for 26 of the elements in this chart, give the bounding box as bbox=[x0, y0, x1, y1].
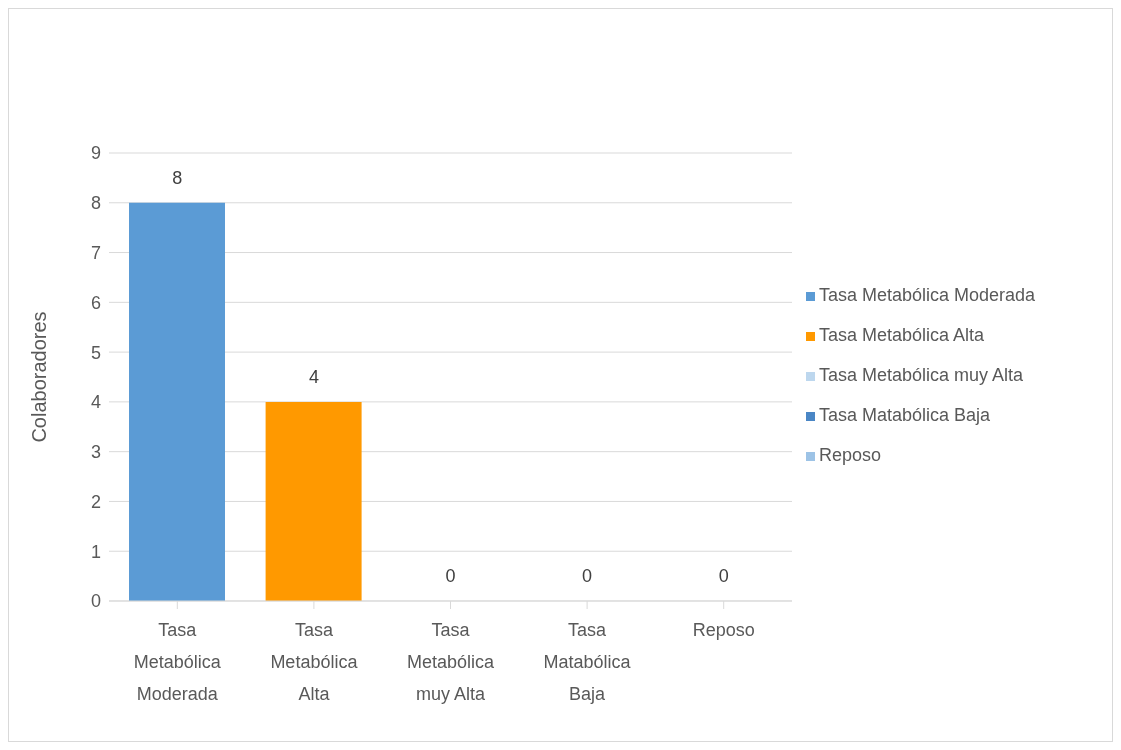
x-tick-label: Reposo bbox=[692, 619, 755, 640]
x-tick-label: Tasa Metabólica Moderada bbox=[133, 619, 222, 704]
y-axis-title: Colaboradores bbox=[28, 311, 51, 443]
x-tick-label: Tasa Metabólica muy Alta bbox=[406, 619, 496, 704]
data-label: 0 bbox=[444, 565, 457, 587]
data-label: 4 bbox=[307, 365, 320, 388]
legend-label: Reposo bbox=[819, 445, 882, 465]
y-tick-label: 7 bbox=[90, 242, 101, 263]
data-label: 8 bbox=[171, 166, 184, 189]
legend-label: Tasa Metabólica Alta bbox=[819, 325, 985, 345]
legend-label: Tasa Matabólica Baja bbox=[819, 405, 991, 425]
y-tick-label: 3 bbox=[90, 442, 101, 463]
data-label: 0 bbox=[581, 565, 594, 587]
y-tick-label: 0 bbox=[90, 591, 101, 612]
y-tick-label: 4 bbox=[90, 392, 101, 413]
y-tick-label: 1 bbox=[90, 541, 101, 562]
y-tick-label: 8 bbox=[90, 193, 101, 214]
y-tick-label: 5 bbox=[90, 342, 101, 363]
legend-label: Tasa Metabólica Moderada bbox=[819, 285, 1036, 305]
x-tick-label: Tasa Metabólica Alta bbox=[270, 619, 359, 704]
x-tick-label: Tasa Matabólica Baja bbox=[543, 619, 632, 704]
legend-label: Tasa Metabólica muy Alta bbox=[819, 365, 1024, 385]
y-tick-label: 2 bbox=[90, 491, 101, 512]
y-tick-label: 6 bbox=[90, 292, 101, 313]
data-label: 0 bbox=[717, 565, 730, 587]
y-tick-label: 9 bbox=[90, 143, 101, 164]
